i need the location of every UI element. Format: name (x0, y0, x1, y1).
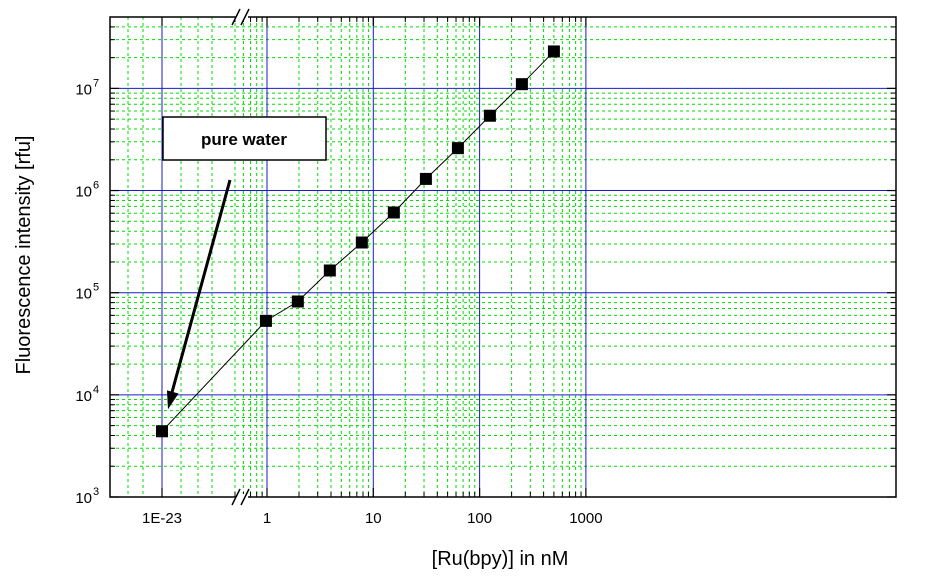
axis-break-slash (240, 488, 250, 506)
y-tick-label: 10 (75, 388, 92, 405)
data-point-marker (515, 78, 528, 91)
x-tick-label: 10 (365, 510, 382, 527)
axis-breaks (231, 8, 250, 506)
y-tick-exponent: 3 (93, 486, 99, 498)
data-point-marker (547, 45, 560, 58)
axis-break-slash (240, 8, 250, 26)
y-tick-exponent: 7 (93, 77, 99, 89)
data-point-marker (451, 142, 464, 155)
y-tick-label: 10 (75, 286, 92, 303)
major-grid (110, 17, 896, 497)
y-tick-base: 10 (75, 81, 92, 98)
y-tick-base: 10 (75, 490, 92, 507)
data-point-marker (387, 206, 400, 219)
callout-arrow (167, 179, 232, 404)
y-axis-label: Fluorescence intensity [rfu] (13, 136, 35, 375)
data-point-marker (355, 236, 368, 249)
data-markers (156, 45, 560, 438)
callout-text: pure water (201, 130, 287, 149)
axis-break-gap (236, 494, 248, 500)
x-tick-label: 1 (263, 510, 271, 527)
minor-grid (110, 16, 896, 497)
y-tick-base: 10 (75, 184, 92, 201)
data-point-marker (483, 109, 496, 122)
data-point-marker (419, 172, 432, 185)
y-tick-exponent: 5 (93, 282, 99, 294)
axis-break-slash (231, 8, 241, 26)
axis-break-slash (231, 488, 241, 506)
data-point-marker (156, 425, 168, 438)
y-tick-base: 10 (75, 286, 92, 303)
y-tick-label: 10 (75, 184, 92, 201)
plot-area-frame (109, 16, 897, 498)
data-point-marker (259, 314, 272, 327)
data-point-marker (291, 295, 304, 308)
x-axis-label: [Ru(bpy)] in nM (432, 548, 569, 570)
axis-break-gap (236, 14, 248, 20)
y-tick-base: 10 (75, 388, 92, 405)
y-tick-label: 10 (75, 490, 92, 507)
x-tick-label: 100 (467, 510, 492, 527)
x-tick-label: 1E-23 (142, 510, 182, 527)
pure-water-callout: pure water (162, 116, 327, 410)
y-tick-exponent: 4 (93, 384, 99, 396)
x-tick-labels: 1E-23 1 10 100 1000 (142, 510, 603, 527)
data-point-marker (323, 264, 336, 277)
axis-ticks (110, 16, 896, 498)
y-tick-label: 10 (75, 81, 92, 98)
x-tick-label: 1000 (569, 510, 602, 527)
callout-box (162, 116, 327, 161)
y-tick-exponent: 6 (93, 180, 99, 192)
callout-arrowhead (166, 390, 179, 410)
